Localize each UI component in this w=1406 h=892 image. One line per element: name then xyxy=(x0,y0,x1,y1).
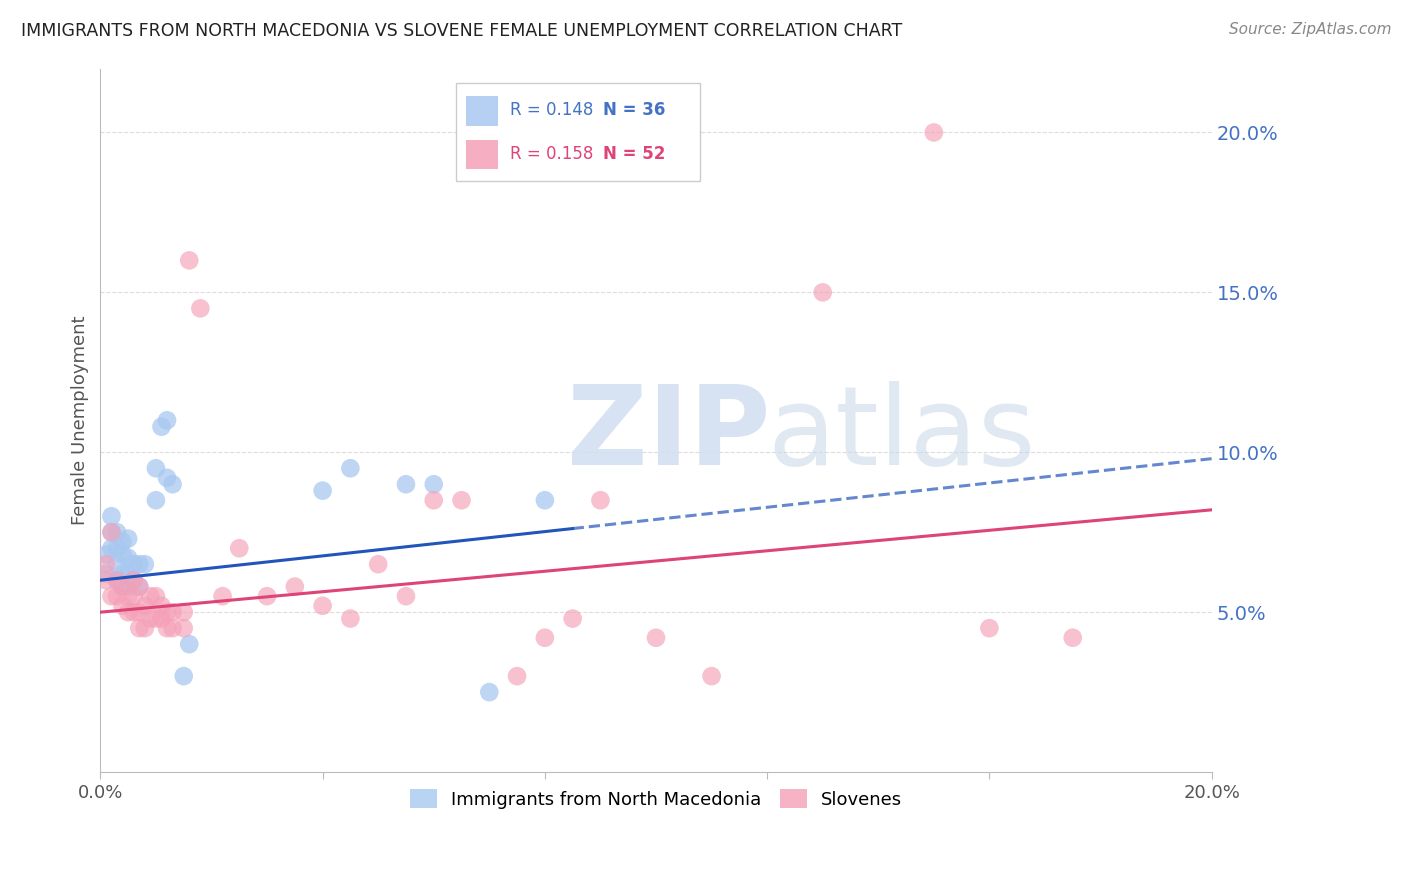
Slovenes xyxy=(256,589,278,603)
Slovenes xyxy=(367,558,389,572)
Immigrants from North Macedonia xyxy=(150,419,173,434)
Slovenes xyxy=(150,611,173,625)
Slovenes xyxy=(134,621,156,635)
Slovenes xyxy=(105,589,128,603)
Immigrants from North Macedonia xyxy=(105,541,128,556)
Slovenes xyxy=(700,669,723,683)
Immigrants from North Macedonia xyxy=(111,534,134,549)
Immigrants from North Macedonia xyxy=(105,525,128,540)
Immigrants from North Macedonia xyxy=(94,548,117,562)
Slovenes xyxy=(117,605,139,619)
Immigrants from North Macedonia xyxy=(94,566,117,581)
Immigrants from North Macedonia xyxy=(162,477,184,491)
Immigrants from North Macedonia xyxy=(117,532,139,546)
Slovenes xyxy=(145,589,167,603)
Slovenes xyxy=(228,541,250,556)
Slovenes xyxy=(122,605,145,619)
Slovenes xyxy=(94,573,117,587)
Immigrants from North Macedonia xyxy=(100,541,122,556)
Slovenes xyxy=(211,589,233,603)
Slovenes xyxy=(134,599,156,613)
Slovenes xyxy=(422,493,444,508)
Immigrants from North Macedonia xyxy=(100,525,122,540)
Immigrants from North Macedonia xyxy=(134,558,156,572)
Slovenes xyxy=(139,611,162,625)
Slovenes xyxy=(150,599,173,613)
Slovenes xyxy=(145,611,167,625)
Immigrants from North Macedonia xyxy=(173,669,195,683)
Immigrants from North Macedonia xyxy=(156,471,179,485)
Slovenes xyxy=(190,301,212,316)
Immigrants from North Macedonia xyxy=(122,573,145,587)
Slovenes xyxy=(311,599,333,613)
Immigrants from North Macedonia xyxy=(105,573,128,587)
Slovenes xyxy=(179,253,201,268)
Legend: Immigrants from North Macedonia, Slovenes: Immigrants from North Macedonia, Slovene… xyxy=(402,782,910,816)
Slovenes xyxy=(94,558,117,572)
Slovenes xyxy=(811,285,834,300)
Immigrants from North Macedonia xyxy=(117,580,139,594)
Slovenes xyxy=(284,580,307,594)
Slovenes xyxy=(979,621,1001,635)
Immigrants from North Macedonia xyxy=(128,580,150,594)
Slovenes xyxy=(100,525,122,540)
Immigrants from North Macedonia xyxy=(534,493,557,508)
Slovenes xyxy=(128,580,150,594)
Slovenes xyxy=(1062,631,1084,645)
Slovenes xyxy=(645,631,668,645)
Slovenes xyxy=(156,605,179,619)
Immigrants from North Macedonia xyxy=(111,548,134,562)
Text: ZIP: ZIP xyxy=(567,381,770,488)
Slovenes xyxy=(162,605,184,619)
Slovenes xyxy=(117,589,139,603)
Y-axis label: Female Unemployment: Female Unemployment xyxy=(72,316,89,525)
Immigrants from North Macedonia xyxy=(422,477,444,491)
Immigrants from North Macedonia xyxy=(395,477,418,491)
Slovenes xyxy=(162,621,184,635)
Immigrants from North Macedonia xyxy=(311,483,333,498)
Slovenes xyxy=(589,493,612,508)
Slovenes xyxy=(156,621,179,635)
Slovenes xyxy=(506,669,529,683)
Slovenes xyxy=(139,589,162,603)
Immigrants from North Macedonia xyxy=(105,558,128,572)
Slovenes xyxy=(122,589,145,603)
Immigrants from North Macedonia xyxy=(117,550,139,565)
Slovenes xyxy=(128,605,150,619)
Immigrants from North Macedonia xyxy=(145,493,167,508)
Slovenes xyxy=(922,126,945,140)
Immigrants from North Macedonia xyxy=(122,558,145,572)
Immigrants from North Macedonia xyxy=(145,461,167,475)
Slovenes xyxy=(173,605,195,619)
Immigrants from North Macedonia xyxy=(478,685,501,699)
Slovenes xyxy=(561,611,583,625)
Text: IMMIGRANTS FROM NORTH MACEDONIA VS SLOVENE FEMALE UNEMPLOYMENT CORRELATION CHART: IMMIGRANTS FROM NORTH MACEDONIA VS SLOVE… xyxy=(21,22,903,40)
Immigrants from North Macedonia xyxy=(117,566,139,581)
Immigrants from North Macedonia xyxy=(339,461,361,475)
Immigrants from North Macedonia xyxy=(128,558,150,572)
Immigrants from North Macedonia xyxy=(156,413,179,427)
Slovenes xyxy=(534,631,557,645)
Immigrants from North Macedonia xyxy=(111,566,134,581)
Slovenes xyxy=(111,599,134,613)
Slovenes xyxy=(122,573,145,587)
Slovenes xyxy=(105,573,128,587)
Text: Source: ZipAtlas.com: Source: ZipAtlas.com xyxy=(1229,22,1392,37)
Immigrants from North Macedonia xyxy=(100,509,122,524)
Immigrants from North Macedonia xyxy=(179,637,201,651)
Slovenes xyxy=(128,621,150,635)
Slovenes xyxy=(173,621,195,635)
Slovenes xyxy=(100,589,122,603)
Immigrants from North Macedonia xyxy=(111,580,134,594)
Slovenes xyxy=(111,580,134,594)
Slovenes xyxy=(395,589,418,603)
Slovenes xyxy=(339,611,361,625)
Text: atlas: atlas xyxy=(768,381,1036,488)
Slovenes xyxy=(450,493,472,508)
